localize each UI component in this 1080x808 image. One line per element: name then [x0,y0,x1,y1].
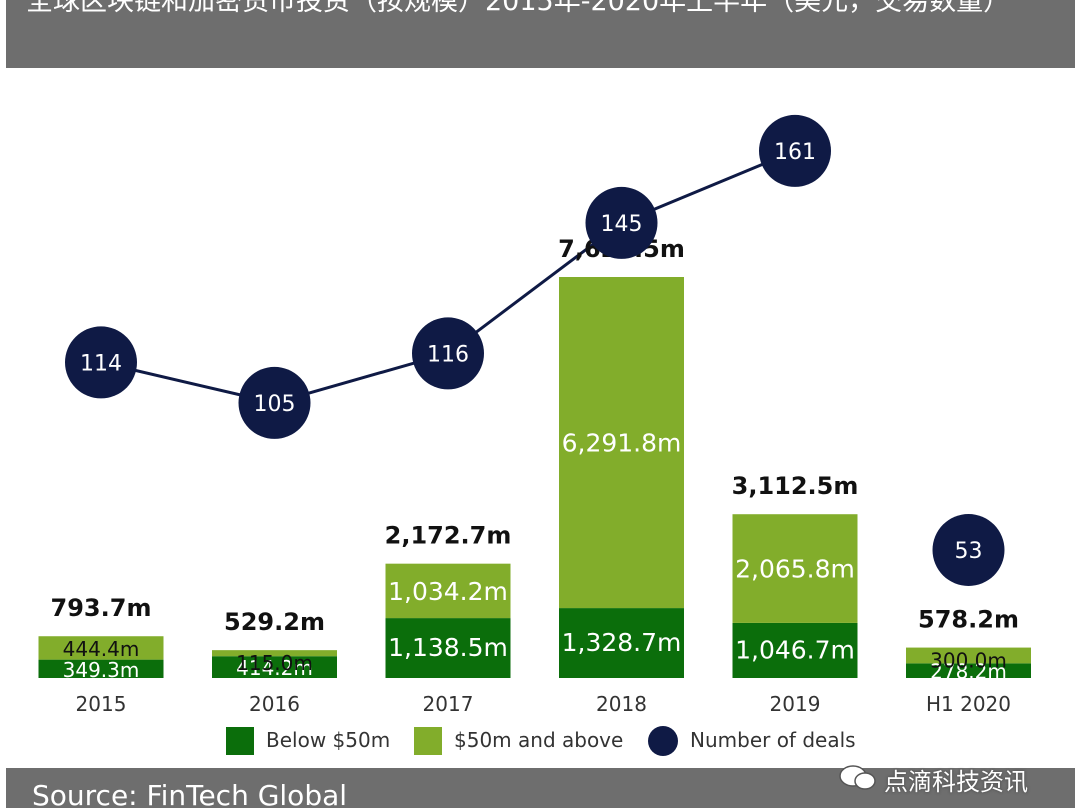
source-note: Source: FinTech Global [32,779,348,808]
label-above-1: 115.0m [236,651,313,675]
legend-swatch-above [414,727,442,755]
deal-label-5: 53 [955,539,983,564]
deal-point-2 [412,317,484,390]
watermark-text: 点滴科技资讯 [884,768,1028,796]
bar-above-0 [38,636,164,660]
wechat-icon [839,765,876,790]
label-above-2: 1,034.2m [388,577,508,606]
x-tick-2: 2017 [423,692,474,716]
legend-label-above: $50m and above [454,728,624,752]
label-above-0: 444.4m [63,637,140,661]
deal-point-1 [238,366,311,439]
chart-title: 全球区块链和加密货币投资（按规模）2015年-2020年上半年（美元，交易数量） [26,0,1011,17]
deal-label-2: 116 [427,342,469,367]
legend-label-deals: Number of deals [690,728,856,752]
deal-label-3: 145 [601,212,643,237]
total-label-2: 2,172.7m [385,522,512,550]
deal-point-3 [585,186,658,259]
bar-above-4 [732,514,858,623]
x-tick-5: H1 2020 [926,692,1011,716]
x-tick-0: 2015 [76,692,127,716]
bar-below-4 [732,622,858,678]
bar-below-0 [38,659,164,678]
x-tick-1: 2016 [249,692,300,716]
deal-point-0 [65,326,137,399]
label-below-0: 349.3m [63,658,140,682]
total-label-5: 578.2m [918,606,1019,634]
bar-above-5 [906,647,1031,664]
label-below-4: 1,046.7m [735,635,855,664]
deal-point-4 [759,114,831,187]
bar-below-1 [212,656,337,678]
total-label-1: 529.2m [224,608,325,636]
legend-label-below: Below $50m [266,728,391,752]
bar-below-5 [906,663,1031,678]
label-above-4: 2,065.8m [735,555,855,584]
label-below-1: 414.2m [236,656,313,680]
bar-below-2 [385,618,511,678]
deal-label-4: 161 [774,140,816,165]
deal-label-1: 105 [254,392,296,417]
bar-below-3 [559,608,684,678]
legend-swatch-deals [648,726,678,756]
chart-legend: Below $50m $50m and above Number of deal… [0,724,1080,758]
label-below-5: 278.2m [930,660,1007,684]
label-above-3: 6,291.8m [562,429,682,458]
deal-point-5 [932,514,1005,586]
total-label-0: 793.7m [51,594,152,622]
bar-above-3 [559,277,684,609]
x-tick-3: 2018 [596,692,647,716]
label-above-5: 300.0m [930,649,1007,673]
legend-swatch-below [226,727,254,755]
total-label-4: 3,112.5m [732,472,859,500]
label-below-2: 1,138.5m [388,633,508,662]
label-below-3: 1,328.7m [562,628,682,657]
x-tick-4: 2019 [770,692,821,716]
bar-above-2 [385,563,511,619]
bar-above-1 [212,650,337,657]
deal-label-0: 114 [80,351,122,376]
title-bar: 全球区块链和加密货币投资（按规模）2015年-2020年上半年（美元，交易数量） [6,0,1075,68]
